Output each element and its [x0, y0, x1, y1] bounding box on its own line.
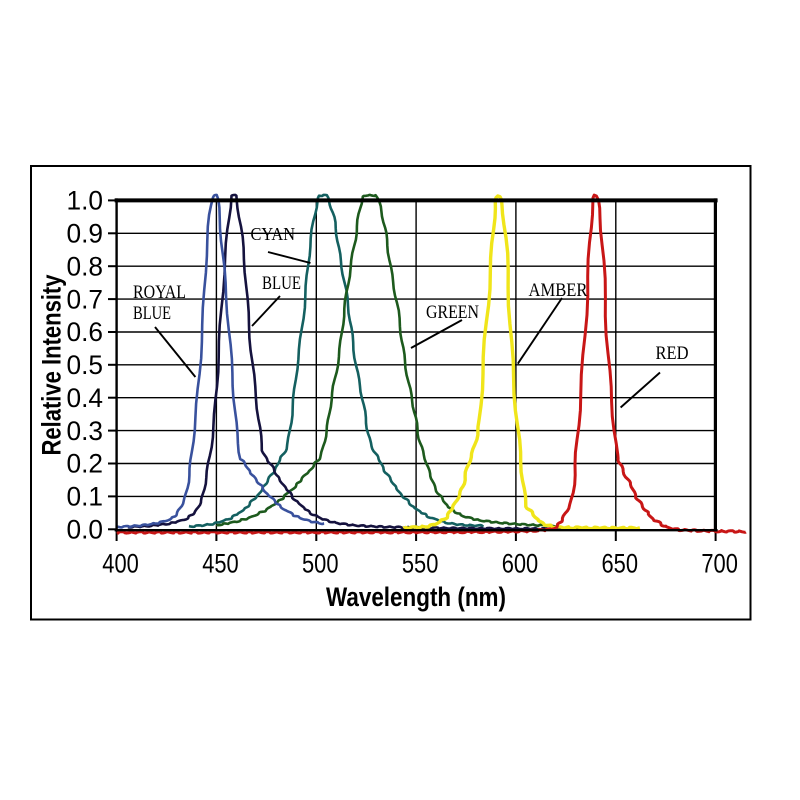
svg-text:500: 500 — [302, 549, 339, 579]
svg-text:0.1: 0.1 — [67, 482, 104, 512]
svg-text:0.3: 0.3 — [67, 416, 104, 446]
svg-text:Relative Intensity: Relative Intensity — [37, 275, 67, 456]
svg-text:RED: RED — [656, 343, 689, 364]
svg-text:0.7: 0.7 — [67, 284, 104, 314]
svg-text:0.4: 0.4 — [67, 383, 104, 413]
svg-text:550: 550 — [402, 549, 439, 579]
svg-text:Wavelength (nm): Wavelength (nm) — [326, 582, 506, 612]
svg-text:BLUE: BLUE — [133, 303, 171, 324]
svg-text:400: 400 — [102, 549, 139, 579]
svg-text:1.0: 1.0 — [67, 186, 104, 216]
svg-text:GREEN: GREEN — [426, 302, 479, 323]
svg-text:0.5: 0.5 — [67, 350, 104, 380]
svg-text:700: 700 — [701, 549, 738, 579]
svg-text:0.8: 0.8 — [67, 251, 104, 281]
svg-text:BLUE: BLUE — [262, 273, 301, 294]
svg-text:0.0: 0.0 — [67, 515, 104, 545]
svg-text:0.2: 0.2 — [67, 449, 104, 479]
svg-text:CYAN: CYAN — [251, 224, 296, 244]
svg-text:650: 650 — [602, 549, 639, 579]
svg-text:AMBER: AMBER — [529, 280, 588, 301]
svg-text:600: 600 — [502, 549, 539, 579]
svg-text:0.6: 0.6 — [67, 317, 104, 347]
svg-text:0.9: 0.9 — [67, 219, 104, 249]
svg-text:450: 450 — [202, 549, 239, 579]
svg-text:ROYAL: ROYAL — [133, 282, 186, 303]
